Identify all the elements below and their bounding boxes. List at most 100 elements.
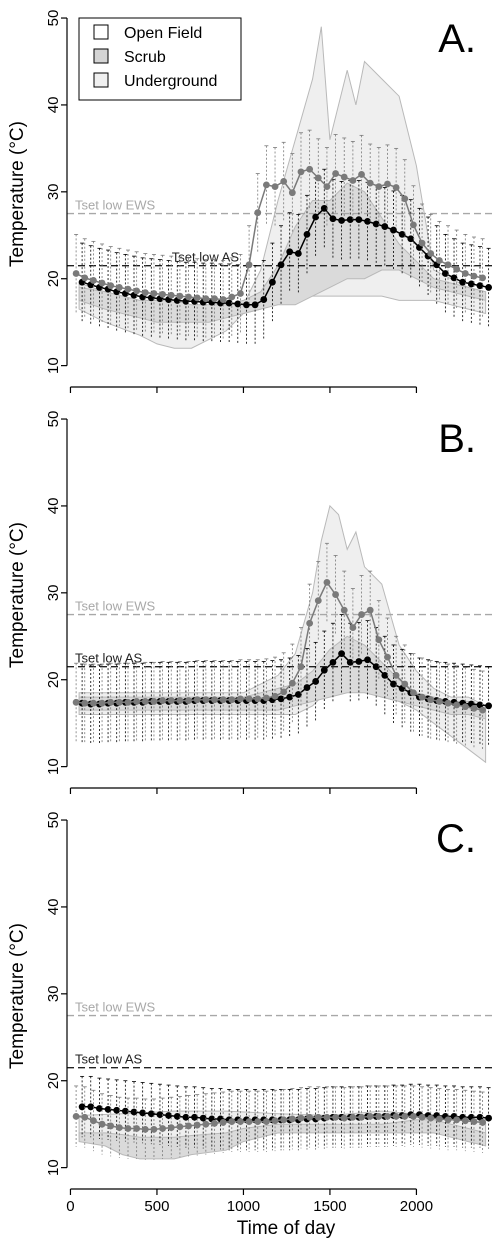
y-tick-label: 10 xyxy=(45,357,62,374)
data-point xyxy=(193,696,201,704)
data-point xyxy=(245,695,253,703)
data-point xyxy=(139,1109,147,1117)
data-point xyxy=(444,261,452,269)
data-point xyxy=(159,290,167,298)
data-point xyxy=(185,697,192,704)
data-point xyxy=(485,284,493,291)
data-point xyxy=(390,680,397,688)
data-point xyxy=(418,239,426,247)
data-point xyxy=(237,695,244,703)
data-point xyxy=(228,293,236,301)
data-point xyxy=(329,215,337,223)
data-point xyxy=(349,1113,357,1121)
data-point xyxy=(124,285,132,293)
data-point xyxy=(320,666,328,674)
data-point xyxy=(340,173,348,181)
data-point xyxy=(280,178,288,185)
data-point xyxy=(444,699,452,707)
data-point xyxy=(366,179,374,187)
data-point xyxy=(133,287,141,295)
data-point xyxy=(288,189,296,197)
data-point xyxy=(340,1114,348,1122)
y-tick-label: 50 xyxy=(45,812,62,829)
data-point xyxy=(323,183,331,191)
data-point xyxy=(450,274,458,282)
data-point xyxy=(314,1113,322,1121)
data-point xyxy=(401,1112,409,1120)
data-point xyxy=(150,1125,158,1133)
data-point xyxy=(294,250,302,257)
data-point xyxy=(173,1112,181,1120)
data-point xyxy=(167,291,175,299)
data-point xyxy=(476,282,484,290)
data-point xyxy=(271,183,279,191)
data-point xyxy=(245,1118,253,1125)
data-point xyxy=(115,1124,123,1132)
data-point xyxy=(72,698,80,706)
data-point xyxy=(306,619,314,627)
y-tick-label: 30 xyxy=(45,183,62,200)
data-point xyxy=(245,261,253,269)
data-point xyxy=(211,696,218,704)
data-point xyxy=(461,1117,469,1125)
series-dark xyxy=(78,168,493,344)
data-point xyxy=(277,261,285,269)
data-point xyxy=(202,295,210,303)
y-tick-label: 40 xyxy=(45,899,62,916)
data-point xyxy=(167,697,175,704)
series-grey xyxy=(72,1085,487,1160)
panel-label: B. xyxy=(438,417,476,461)
data-point xyxy=(332,591,339,598)
data-point xyxy=(156,1111,164,1119)
panel-2: Tset low EWS Tset low AS 10 20 30 40 50 Tempera… xyxy=(7,411,494,794)
reference-label-ews: Tset low EWS xyxy=(75,198,156,213)
data-point xyxy=(461,703,469,711)
data-point xyxy=(401,680,409,688)
shaded-band-light xyxy=(78,504,487,764)
data-point xyxy=(202,1120,210,1128)
data-point xyxy=(72,270,80,277)
y-axis-label: Temperature (°C) xyxy=(7,923,28,1069)
data-point xyxy=(107,698,115,706)
data-point xyxy=(476,1113,484,1121)
data-point xyxy=(332,1113,339,1121)
data-point xyxy=(185,293,192,301)
data-point xyxy=(288,1115,296,1123)
y-tick-label: 10 xyxy=(45,758,62,775)
data-point xyxy=(78,1103,86,1111)
panels-group: Tset low EWS Tset low AS 10 20 30 40 50 Tempera… xyxy=(7,10,494,1215)
data-point xyxy=(237,1118,244,1125)
data-point xyxy=(441,270,449,277)
data-point xyxy=(280,688,288,696)
legend-label: Scrub xyxy=(124,49,166,66)
panel-label: C. xyxy=(436,817,476,861)
y-tick-label: 20 xyxy=(45,270,62,287)
data-point xyxy=(346,658,354,666)
y-tick-label: 50 xyxy=(45,10,62,27)
data-point xyxy=(286,693,294,701)
data-point xyxy=(237,290,244,297)
x-axis-label: Time of day xyxy=(237,1218,336,1239)
y-tick-label: 30 xyxy=(45,584,62,601)
data-point xyxy=(243,301,250,309)
data-point xyxy=(98,699,106,707)
data-point xyxy=(176,292,184,300)
data-point xyxy=(113,1106,121,1114)
series-grey xyxy=(72,542,487,750)
legend: Open Field Scrub Underground xyxy=(78,17,242,101)
data-point xyxy=(384,180,391,188)
data-point xyxy=(90,1117,97,1125)
data-point xyxy=(479,706,487,714)
data-point xyxy=(384,1112,391,1120)
data-point xyxy=(260,296,268,303)
data-point xyxy=(121,1107,129,1115)
reference-label-ews: Tset low EWS xyxy=(75,599,156,614)
data-point xyxy=(479,1119,487,1126)
legend-swatch xyxy=(93,24,109,40)
legend-swatch xyxy=(93,72,109,88)
y-tick-label: 40 xyxy=(45,97,62,114)
y-tick-label: 30 xyxy=(45,985,62,1002)
data-point xyxy=(262,1118,270,1125)
data-point xyxy=(294,691,302,698)
reference-label-ews: Tset low EWS xyxy=(75,1000,156,1015)
